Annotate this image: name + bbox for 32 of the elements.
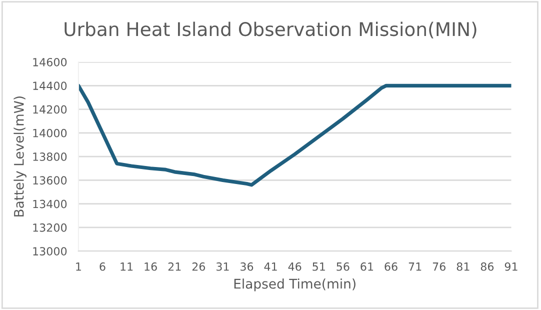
x-tick-label: 6: [100, 262, 106, 271]
y-tick-label: 13600: [33, 176, 67, 185]
x-tick-label: 81: [456, 262, 470, 271]
x-tick-label: 71: [408, 262, 422, 271]
x-tick-label: 16: [144, 262, 157, 271]
x-tick-label: 56: [336, 262, 350, 271]
x-tick-label: 21: [168, 262, 181, 271]
x-tick-label: 31: [216, 262, 229, 271]
x-tick-label: 91: [504, 262, 518, 271]
x-tick-label: 41: [264, 262, 277, 271]
x-tick-label: 11: [120, 262, 133, 271]
y-tick-label: 14400: [33, 82, 67, 90]
y-tick-label: 14000: [33, 128, 67, 138]
chart-title: Urban Heat Island Observation Mission(MIN): [64, 22, 476, 38]
y-tick-label: 14600: [33, 58, 67, 66]
x-tick-label: 46: [288, 262, 302, 271]
line-series: [78, 84, 512, 187]
y-tick-label: 14200: [33, 105, 67, 114]
x-tick-label: 61: [360, 262, 374, 271]
y-tick-label: 13800: [33, 152, 67, 161]
x-tick-label: 36: [240, 262, 254, 271]
x-axis-title: Elapsed Time(min): [234, 278, 356, 292]
y-tick-label: 13200: [33, 223, 67, 232]
y-tick-label: 13000: [33, 247, 67, 256]
x-tick-label: 66: [384, 262, 398, 271]
x-tick-label: 76: [432, 262, 446, 271]
y-axis-title: Battely Level(mW): [14, 96, 26, 216]
x-tick-label: 1: [76, 262, 81, 271]
x-tick-label: 51: [312, 262, 325, 271]
x-tick-label: 26: [192, 262, 206, 271]
y-tick-label: 13400: [33, 200, 67, 208]
x-tick-label: 86: [480, 262, 494, 271]
